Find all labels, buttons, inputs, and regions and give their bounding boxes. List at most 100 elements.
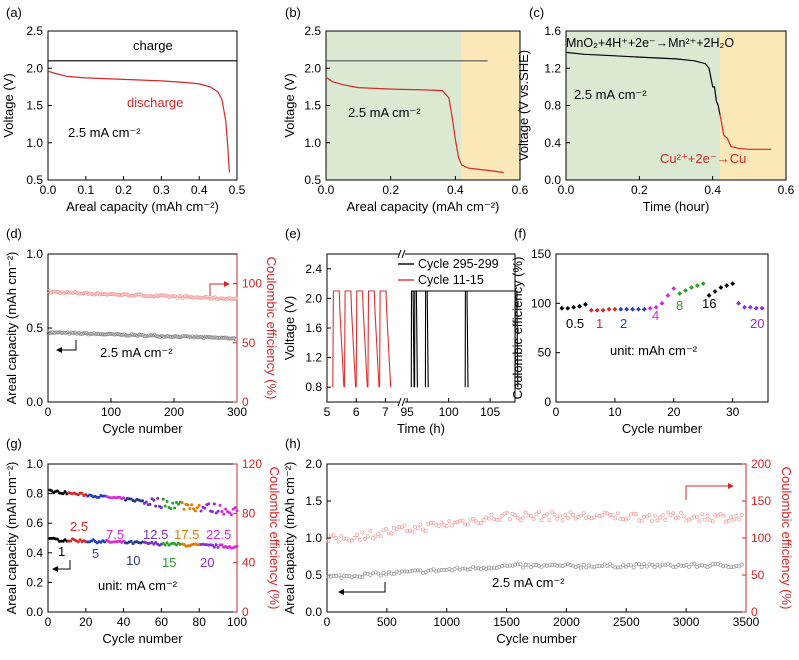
ce-point bbox=[565, 305, 571, 311]
ce-point bbox=[529, 513, 533, 518]
y-tick-label: 2.0 bbox=[305, 291, 322, 305]
panel-e: (e) 0.8 1.2 1.6 2.0 2.4 Time (h) Voltage (V) 5 6 7… bbox=[282, 226, 519, 436]
ce-point bbox=[50, 290, 55, 294]
capacity-point bbox=[139, 332, 144, 337]
capacity-point bbox=[216, 545, 220, 549]
ce-point bbox=[531, 516, 536, 521]
ce-point bbox=[127, 293, 132, 298]
ce-point bbox=[144, 500, 148, 504]
ce-point bbox=[405, 529, 410, 534]
group-label: 10 bbox=[126, 553, 140, 568]
ce-point bbox=[152, 498, 156, 502]
ce-point bbox=[731, 517, 736, 522]
ce-point bbox=[334, 536, 339, 541]
ce-point bbox=[197, 295, 202, 300]
ce-point bbox=[349, 538, 354, 543]
y-tick-label: 150 bbox=[531, 247, 551, 261]
ce-point bbox=[352, 535, 357, 540]
ce-point bbox=[452, 520, 457, 525]
ce-point bbox=[589, 516, 594, 521]
ce-point bbox=[659, 300, 665, 306]
capacity-point bbox=[392, 572, 396, 576]
ce-point bbox=[146, 294, 151, 299]
capacity-point bbox=[129, 332, 134, 337]
ce-point bbox=[190, 295, 195, 300]
capacity-point bbox=[46, 331, 51, 336]
ce-point bbox=[536, 510, 541, 514]
ce-point bbox=[195, 506, 199, 510]
capacity-point bbox=[507, 563, 512, 568]
x-tick-label: 100 bbox=[439, 405, 459, 419]
capacity-point bbox=[555, 563, 560, 568]
ce-point bbox=[192, 507, 196, 511]
capacity-point bbox=[526, 563, 531, 568]
capacity-point bbox=[328, 574, 333, 579]
y-axis-label: Areal capacity (mAh cm⁻²) bbox=[282, 462, 297, 615]
ce-point bbox=[156, 294, 161, 299]
ce-point bbox=[207, 502, 211, 506]
group-label: 22.5 bbox=[206, 527, 231, 542]
group-label: 17.5 bbox=[174, 527, 199, 542]
capacity-point bbox=[126, 333, 130, 338]
y-tick-label: 1.6 bbox=[305, 321, 322, 335]
capacity-point bbox=[713, 561, 718, 566]
ce-point bbox=[154, 504, 158, 508]
capacity-point bbox=[671, 564, 676, 569]
capacity-point bbox=[473, 566, 478, 571]
capacity-point bbox=[180, 334, 185, 339]
ce-point bbox=[216, 509, 220, 513]
left-axis-arrowhead bbox=[52, 566, 58, 572]
ce-point bbox=[235, 509, 239, 513]
ce-point bbox=[80, 291, 85, 296]
group-label: 7.5 bbox=[106, 527, 124, 542]
ce-point bbox=[677, 291, 683, 296]
ce-point bbox=[515, 515, 520, 520]
y-tick-label: 100 bbox=[531, 296, 551, 310]
y-right-tick-label: 50 bbox=[751, 568, 765, 582]
ce-point bbox=[61, 492, 65, 496]
capacity-point bbox=[634, 562, 639, 567]
capacity-point bbox=[59, 331, 64, 336]
axis-break-mark bbox=[397, 397, 402, 407]
ce-point bbox=[193, 509, 197, 513]
x-tick-label: 200 bbox=[164, 405, 184, 419]
ce-point bbox=[618, 516, 623, 521]
ce-point bbox=[76, 291, 81, 296]
capacity-point bbox=[210, 543, 214, 547]
ce-point bbox=[389, 531, 394, 536]
capacity-point bbox=[107, 331, 112, 336]
series-line-discharge bbox=[47, 70, 230, 173]
y-tick-label: 2.4 bbox=[305, 262, 322, 276]
ce-point bbox=[700, 281, 706, 286]
ce-point bbox=[465, 522, 470, 527]
capacity-point bbox=[681, 563, 686, 568]
ce-point bbox=[101, 292, 106, 297]
series-line-discharge bbox=[325, 76, 504, 174]
capacity-point bbox=[381, 570, 386, 575]
capacity-point bbox=[199, 334, 204, 339]
ce-point bbox=[386, 531, 391, 536]
capacity-point bbox=[523, 562, 528, 567]
capacity-point bbox=[652, 565, 657, 570]
cycle-trace-Cycle 295-299 bbox=[414, 290, 418, 388]
ce-point bbox=[523, 510, 528, 515]
ce-point bbox=[742, 304, 747, 310]
ce-point bbox=[210, 510, 214, 514]
capacity-point bbox=[355, 574, 360, 579]
capacity-point bbox=[75, 331, 79, 336]
capacity-point bbox=[165, 334, 170, 339]
group-label: 12.5 bbox=[143, 527, 168, 542]
x-tick-label: 0 bbox=[45, 405, 52, 419]
capacity-point bbox=[177, 335, 181, 340]
ce-point bbox=[344, 536, 349, 541]
y-tick-label: 1.2 bbox=[544, 61, 561, 75]
x-tick-label: 0 bbox=[45, 615, 52, 629]
capacity-point bbox=[186, 334, 191, 339]
x-tick-label: 0.3 bbox=[153, 183, 170, 197]
ce-point bbox=[177, 294, 181, 298]
ce-point bbox=[231, 297, 236, 301]
x-tick-label: 0.6 bbox=[512, 183, 529, 197]
ce-point bbox=[363, 537, 368, 542]
ce-point bbox=[518, 518, 523, 522]
ce-point bbox=[161, 497, 165, 501]
